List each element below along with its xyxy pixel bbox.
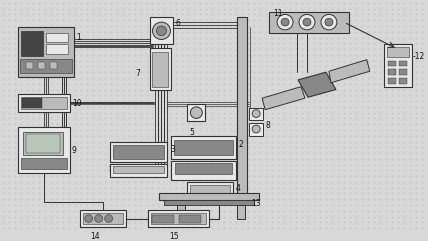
Bar bbox=[21, 158, 67, 169]
Circle shape bbox=[157, 26, 166, 36]
Polygon shape bbox=[298, 72, 336, 97]
Text: 6: 6 bbox=[175, 19, 180, 28]
Text: 10: 10 bbox=[72, 99, 81, 108]
Text: 5: 5 bbox=[189, 128, 194, 137]
Bar bbox=[175, 140, 233, 155]
Text: 13: 13 bbox=[251, 199, 261, 208]
Bar bbox=[387, 47, 409, 57]
Circle shape bbox=[277, 14, 293, 30]
Circle shape bbox=[321, 14, 337, 30]
Bar bbox=[18, 94, 70, 112]
Bar bbox=[148, 210, 209, 227]
Bar bbox=[113, 145, 164, 159]
Bar bbox=[151, 213, 206, 224]
Bar bbox=[22, 98, 42, 108]
Circle shape bbox=[299, 14, 315, 30]
Bar bbox=[113, 166, 164, 173]
Polygon shape bbox=[329, 60, 370, 83]
Bar bbox=[388, 69, 396, 75]
Text: 8: 8 bbox=[265, 121, 270, 130]
Bar bbox=[175, 163, 232, 174]
Bar bbox=[269, 12, 349, 33]
Bar bbox=[172, 161, 236, 180]
Bar bbox=[110, 142, 167, 162]
Bar bbox=[21, 31, 43, 56]
Polygon shape bbox=[262, 87, 305, 110]
Text: 11: 11 bbox=[273, 9, 282, 18]
Text: 1: 1 bbox=[76, 33, 80, 42]
Bar bbox=[50, 62, 57, 69]
Bar bbox=[172, 136, 236, 159]
Bar bbox=[110, 164, 167, 177]
Bar bbox=[237, 205, 245, 220]
Bar bbox=[23, 132, 63, 155]
Text: 9: 9 bbox=[72, 146, 77, 155]
Bar bbox=[388, 61, 396, 67]
Text: 15: 15 bbox=[169, 232, 179, 241]
Bar bbox=[190, 185, 230, 193]
Bar bbox=[399, 61, 407, 67]
Circle shape bbox=[190, 107, 202, 118]
Circle shape bbox=[303, 18, 311, 26]
Bar bbox=[46, 33, 68, 42]
Bar bbox=[152, 215, 175, 223]
Bar bbox=[46, 44, 68, 54]
Circle shape bbox=[95, 215, 103, 222]
Bar bbox=[187, 104, 205, 121]
Circle shape bbox=[152, 22, 170, 40]
Text: 2: 2 bbox=[238, 140, 243, 149]
Bar bbox=[187, 182, 233, 195]
Circle shape bbox=[325, 18, 333, 26]
Bar bbox=[26, 134, 60, 153]
Bar bbox=[149, 17, 173, 44]
Bar bbox=[160, 193, 259, 200]
Bar bbox=[179, 215, 201, 223]
Bar bbox=[83, 213, 122, 224]
Bar bbox=[80, 210, 125, 227]
Bar bbox=[149, 48, 172, 90]
Bar bbox=[164, 200, 254, 205]
Bar bbox=[388, 78, 396, 84]
Bar bbox=[152, 52, 169, 87]
Bar bbox=[26, 62, 33, 69]
Bar bbox=[237, 17, 247, 202]
Text: 3: 3 bbox=[170, 145, 175, 154]
Text: 4: 4 bbox=[235, 184, 240, 193]
Text: 7: 7 bbox=[136, 69, 140, 78]
Bar bbox=[18, 127, 70, 173]
Bar bbox=[20, 59, 72, 73]
Circle shape bbox=[281, 18, 289, 26]
Bar bbox=[399, 78, 407, 84]
Circle shape bbox=[252, 125, 260, 133]
Bar bbox=[18, 27, 74, 77]
Circle shape bbox=[252, 110, 260, 117]
Bar bbox=[178, 205, 185, 220]
Bar bbox=[399, 69, 407, 75]
Circle shape bbox=[85, 215, 93, 222]
Bar bbox=[21, 97, 67, 109]
Circle shape bbox=[105, 215, 113, 222]
Bar bbox=[384, 44, 412, 87]
Bar bbox=[38, 62, 45, 69]
Text: -12: -12 bbox=[413, 52, 425, 61]
Text: 14: 14 bbox=[90, 232, 99, 241]
Bar bbox=[249, 108, 263, 120]
Bar bbox=[249, 123, 263, 136]
